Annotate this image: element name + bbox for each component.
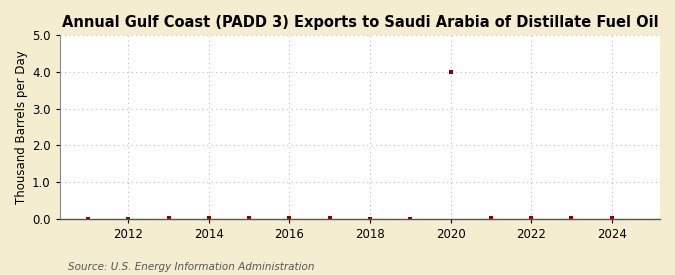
Text: Source: U.S. Energy Information Administration: Source: U.S. Energy Information Administ… <box>68 262 314 272</box>
Title: Annual Gulf Coast (PADD 3) Exports to Saudi Arabia of Distillate Fuel Oil: Annual Gulf Coast (PADD 3) Exports to Sa… <box>61 15 658 30</box>
Y-axis label: Thousand Barrels per Day: Thousand Barrels per Day <box>15 50 28 204</box>
